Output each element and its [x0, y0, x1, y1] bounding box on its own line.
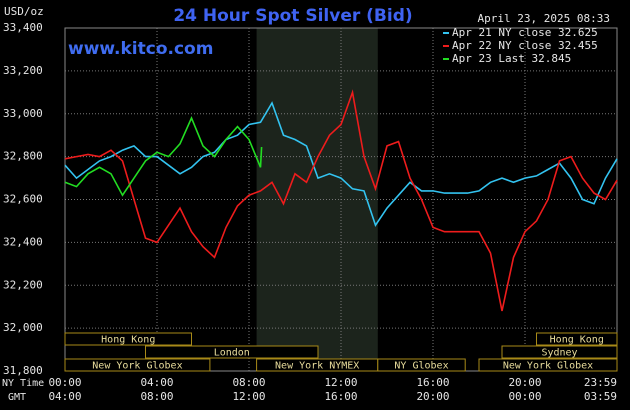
session-label: New York Globex — [92, 361, 182, 372]
session-bar — [64, 332, 192, 346]
y-tick-label: 32,800 — [3, 150, 43, 163]
y-tick-label: 32,600 — [3, 193, 43, 206]
session-label: Hong Kong — [101, 335, 155, 346]
y-tick-label: 33,400 — [3, 21, 43, 34]
x-tick-label: 20:00 — [508, 376, 541, 389]
y-tick-label: 32,200 — [3, 278, 43, 291]
series-line — [64, 89, 618, 312]
x2-tick-label: 16:00 — [324, 390, 357, 403]
legend-label: Apr 21 NY close 32.625 — [452, 26, 598, 39]
y-tick-label: 33,200 — [3, 64, 43, 77]
session-bar — [64, 358, 211, 372]
y-tick-label: 32,000 — [3, 321, 43, 334]
x2-tick-label: 03:59 — [584, 390, 617, 403]
x2-tick-label: 12:00 — [232, 390, 265, 403]
session-label: NY Globex — [394, 361, 448, 372]
timestamp: April 23, 2025 08:33 — [478, 12, 610, 25]
x-tick-label: 12:00 — [324, 376, 357, 389]
y-axis-label: USD/oz — [4, 5, 44, 18]
x2-tick-label: 00:00 — [508, 390, 541, 403]
session-label: New York NYMEX — [275, 361, 359, 372]
session-bar — [145, 345, 319, 359]
x2-tick-label: 08:00 — [140, 390, 173, 403]
y-tick-label: 33,000 — [3, 107, 43, 120]
legend-label: Apr 22 NY close 32.455 — [452, 39, 598, 52]
session-bar — [478, 358, 618, 372]
session-label: Hong Kong — [550, 335, 604, 346]
session-bar — [377, 358, 466, 372]
chart-title: 24 Hour Spot Silver (Bid) — [173, 6, 412, 26]
session-label: New York Globex — [503, 361, 593, 372]
session-label: London — [214, 348, 250, 359]
x2-tick-label: 20:00 — [416, 390, 449, 403]
x-tick-label: 16:00 — [416, 376, 449, 389]
x-tick-label: 00:00 — [48, 376, 81, 389]
session-bar — [501, 345, 618, 359]
legend-label: Apr 23 Last 32.845 — [452, 52, 571, 65]
x-tick-label: 04:00 — [140, 376, 173, 389]
site-label: www.kitco.com — [68, 39, 213, 59]
session-label: Sydney — [541, 348, 577, 359]
session-bar — [536, 332, 618, 346]
x2-axis-label: GMT — [8, 392, 26, 403]
x-axis-label: NY Time — [2, 378, 44, 389]
y-tick-label: 32,400 — [3, 235, 43, 248]
x-tick-label: 08:00 — [232, 376, 265, 389]
y-tick-label: 31,800 — [3, 364, 43, 377]
series-line — [64, 101, 618, 227]
series-line — [64, 115, 263, 197]
x-tick-label: 23:59 — [584, 376, 617, 389]
x2-tick-label: 04:00 — [48, 390, 81, 403]
